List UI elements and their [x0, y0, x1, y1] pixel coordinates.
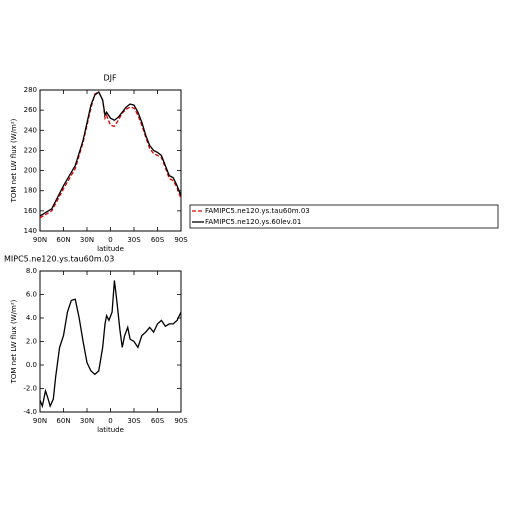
y-tick-label: 260 [24, 106, 37, 114]
x-tick-label: 60N [56, 417, 70, 425]
y-tick-label: 0.0 [26, 361, 37, 369]
plot-frame [39, 89, 182, 232]
y-tick-label: 160 [24, 207, 37, 215]
y-tick-label: 8.0 [26, 267, 37, 275]
x-tick-label: 0 [108, 236, 112, 244]
y-tick-label: 180 [24, 187, 37, 195]
chart-title: DJF [103, 74, 117, 83]
y-tick-label: 4.0 [26, 314, 37, 322]
x-tick-label: 90S [174, 417, 188, 425]
data-line [39, 91, 182, 219]
legend-box [189, 204, 499, 229]
y-tick-label: 240 [24, 126, 37, 134]
x-tick-label: 30S [127, 236, 141, 244]
x-axis-label: latitude [97, 245, 124, 253]
x-tick-label: 60N [56, 236, 70, 244]
y-tick-label: -4.0 [23, 408, 37, 416]
x-tick-label: 60S [151, 236, 165, 244]
x-tick-label: 30N [80, 417, 94, 425]
y-tick-label: 200 [24, 167, 37, 175]
x-tick-label: 30S [127, 417, 141, 425]
y-tick-label: -2.0 [23, 385, 37, 393]
x-tick-label: 30N [80, 236, 94, 244]
x-axis-label: latitude [97, 426, 124, 434]
y-tick-label: 2.0 [26, 338, 37, 346]
data-line [39, 280, 182, 409]
legend-label: FAMIPC5.ne120.ys.60lev.01 [205, 218, 301, 226]
y-tick-label: 140 [24, 227, 37, 235]
x-tick-label: 90N [33, 417, 47, 425]
x-tick-label: 90S [174, 236, 188, 244]
y-tick-label: 280 [24, 86, 37, 94]
x-tick-label: 0 [108, 417, 112, 425]
data-line [39, 91, 182, 217]
legend-label: FAMIPC5.ne120.ys.tau60m.03 [205, 207, 310, 215]
x-tick-label: 90N [33, 236, 47, 244]
y-axis-label: TOM net LW flux (W/m²) [10, 118, 18, 203]
y-tick-label: 220 [24, 146, 37, 154]
y-axis-label: TOM net LW flux (W/m²) [10, 299, 18, 384]
chart-title: MIPC5.ne120.ys.tau60m.03 [4, 255, 114, 264]
y-tick-label: 6.0 [26, 291, 37, 299]
x-tick-label: 60S [151, 417, 165, 425]
